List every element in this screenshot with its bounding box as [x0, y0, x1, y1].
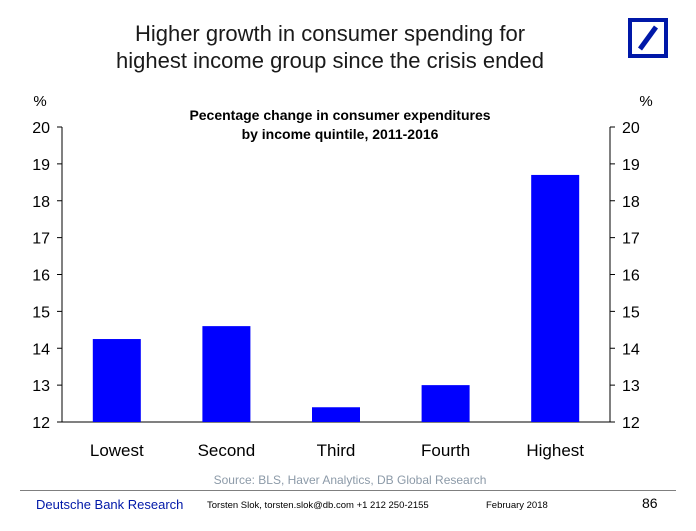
y-tick-label-left: 16: [32, 268, 50, 285]
x-tick-label-highest: Highest: [526, 441, 584, 460]
y-tick-label-right: 13: [622, 378, 640, 395]
slide-title-line-2: highest income group since the crisis en…: [115, 48, 545, 73]
footer-date: February 2018: [486, 500, 548, 511]
y-tick-label-right: 15: [622, 304, 640, 321]
y-tick-label-left: 15: [32, 304, 50, 321]
x-tick-label-third: Third: [317, 441, 356, 460]
slide-title: Higher growth in consumer spending for h…: [60, 20, 600, 74]
bar-chart: Pecentage change in consumer expenditure…: [32, 93, 652, 487]
bar-fourth: [421, 385, 470, 422]
y-unit-right: %: [639, 93, 652, 110]
y-tick-label-left: 20: [32, 120, 50, 137]
footer-brand: Deutsche Bank Research: [36, 497, 184, 512]
chart-title-line-2: by income quintile, 2011-2016: [242, 126, 439, 142]
slide-title-line-1: Higher growth in consumer spending for: [134, 21, 526, 46]
bar-third: [312, 407, 360, 422]
y-tick-label-left: 18: [32, 194, 50, 211]
footer-divider: [20, 490, 676, 491]
chart-source: Source: BLS, Haver Analytics, DB Global …: [214, 473, 487, 487]
bar-highest: [531, 174, 580, 422]
y-tick-label-right: 12: [622, 415, 640, 432]
deutsche-bank-logo-icon: [628, 18, 668, 58]
y-tick-label-right: 16: [622, 268, 640, 285]
footer-author: Torsten Slok, torsten.slok@db.com +1 212…: [207, 500, 429, 511]
y-tick-label-left: 17: [32, 231, 50, 248]
y-tick-label-right: 19: [622, 157, 640, 174]
y-tick-label-left: 13: [32, 378, 50, 395]
x-tick-label-second: Second: [198, 441, 256, 460]
x-tick-label-fourth: Fourth: [421, 441, 470, 460]
bar-lowest: [92, 339, 141, 422]
y-tick-label-right: 18: [622, 194, 640, 211]
page-number: 86: [642, 495, 658, 511]
x-tick-labels: Lowest Second Third Fourth Highest: [90, 441, 584, 460]
y-unit-left: %: [33, 93, 46, 110]
y-tick-label-right: 20: [622, 120, 640, 137]
chart-bars: [92, 174, 580, 422]
y-tick-label-left: 14: [32, 341, 50, 358]
y-tick-label-right: 14: [622, 341, 640, 358]
chart-axes: 12 12 13 13 14 14 15 15 16 16 17 17 18 18 19 19 20 20: [32, 120, 640, 432]
chart-title-line-1: Pecentage change in consumer expenditure…: [189, 107, 490, 123]
y-tick-label-right: 17: [622, 231, 640, 248]
y-tick-label-left: 19: [32, 157, 50, 174]
y-tick-label-left: 12: [32, 415, 50, 432]
x-tick-label-lowest: Lowest: [90, 441, 144, 460]
bar-second: [202, 326, 251, 422]
